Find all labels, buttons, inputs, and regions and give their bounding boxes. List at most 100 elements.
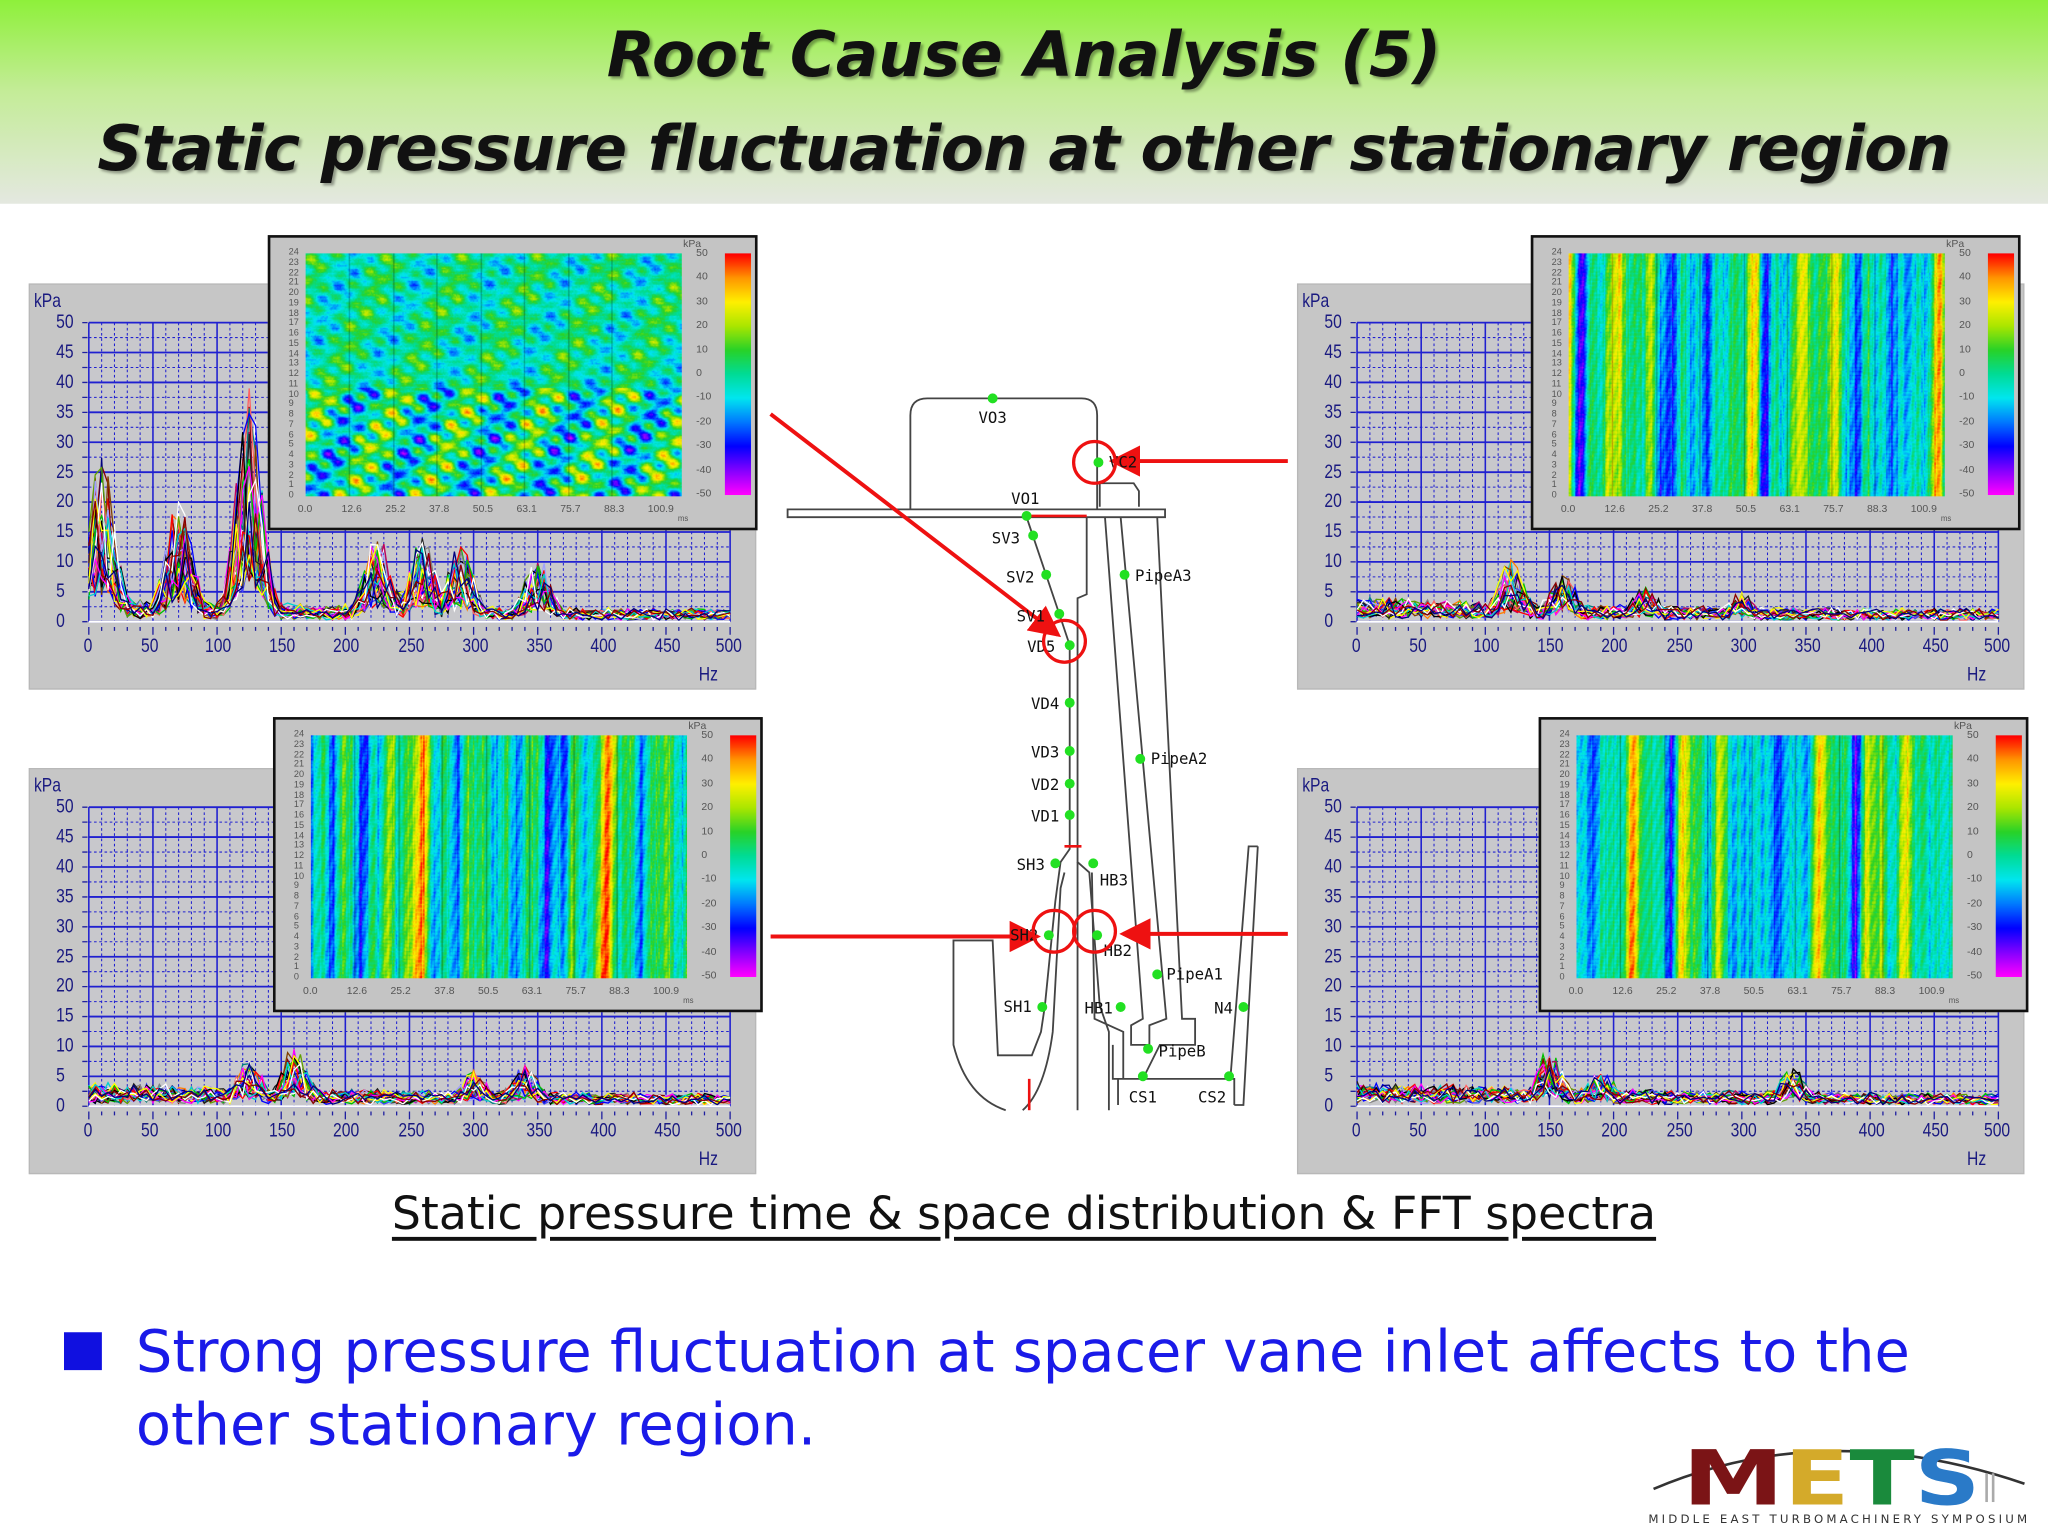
colorbar-tick-label: 40: [1959, 270, 1971, 283]
y-tick-label: 30: [56, 430, 74, 453]
heatmap-y-tick-label: 18: [1559, 790, 1570, 800]
y-tick-label: 5: [56, 580, 65, 603]
x-tick-label: 200: [1601, 634, 1628, 657]
measurement-point-pipea2: [1135, 753, 1146, 764]
x-axis-unit-label: Hz: [698, 1148, 718, 1171]
y-tick-label: 20: [56, 490, 74, 513]
y-axis-unit-label: kPa: [33, 289, 61, 313]
heatmap-y-tick-label: 7: [293, 902, 299, 912]
colorbar-tick-label: -10: [1959, 391, 1975, 403]
measurement-point-n4: [1238, 1002, 1249, 1012]
y-tick-label: 10: [56, 1034, 74, 1057]
heatmap-x-tick-label: 50.5: [472, 502, 494, 515]
colorbar-tick-label: -10: [696, 391, 712, 403]
heatmap-y-tick-label: 15: [1551, 339, 1562, 349]
svg-text:M: M: [1682, 1435, 1784, 1523]
y-tick-label: 25: [1324, 944, 1342, 968]
measurement-point-vd5: [1064, 640, 1075, 651]
heatmap-x-tick-label: 88.3: [1866, 502, 1888, 515]
y-tick-label: 40: [1324, 370, 1342, 393]
heatmap-y-tick-label: 6: [1559, 912, 1565, 922]
measurement-point-label: VD3: [1031, 743, 1059, 762]
y-axis-unit-label: kPa: [33, 774, 61, 797]
measurement-point-label: SH2: [1010, 925, 1038, 944]
x-tick-label: 400: [590, 1119, 617, 1142]
y-tick-label: 40: [56, 370, 74, 393]
heatmap-y-tick-label: 24: [293, 730, 305, 740]
heatmap-y-tick-label: 1: [293, 962, 299, 973]
heatmap-x-tick-label: 75.7: [1831, 984, 1852, 997]
colorbar-tick-label: 50: [701, 728, 714, 741]
heatmap-x-tick-label: 0.0: [297, 502, 313, 515]
colorbar-tick-label: 50: [696, 246, 708, 259]
heatmap-y-tick-label: 13: [293, 841, 305, 851]
colorbar-tick-label: -20: [1959, 415, 1975, 427]
heatmap-y-tick-label: 22: [288, 268, 299, 278]
pressure-heatmap: [310, 735, 688, 979]
heatmap-x-tick-label: 88.3: [1874, 984, 1896, 997]
y-tick-label: 35: [56, 400, 74, 423]
heatmap-y-tick-label: 19: [293, 780, 305, 790]
heatmap-y-tick-label: 6: [288, 430, 294, 440]
measurement-point-hb1: [1115, 1002, 1126, 1012]
measurement-point-sh2: [1043, 930, 1054, 941]
slide-subtitle: Static pressure fluctuation at other sta…: [97, 112, 1951, 186]
colorbar-tick-label: 30: [701, 776, 714, 789]
heatmap-x-tick-label: 88.3: [609, 984, 630, 997]
y-tick-label: 20: [1324, 974, 1342, 998]
heatmap-y-tick-label: 11: [1559, 861, 1570, 871]
heatmap-x-tick-label: 37.8: [1692, 502, 1713, 515]
measurement-point-hb3: [1088, 858, 1099, 869]
spectrum-series-line: [1357, 584, 1999, 621]
x-tick-label: 450: [1922, 634, 1949, 657]
heatmap-y-tick-label: 19: [1551, 298, 1562, 308]
measurement-point-label: VD2: [1031, 775, 1059, 794]
colorbar-tick-label: 40: [701, 752, 714, 765]
heatmap-y-tick-label: 1: [1551, 480, 1557, 491]
heatmap-x-tick-label: 12.6: [346, 984, 368, 997]
x-tick-label: 100: [1473, 1119, 1500, 1142]
heatmap-y-tick-label: 22: [1551, 268, 1562, 278]
heatmap-y-tick-label: 12: [1559, 851, 1570, 861]
y-tick-label: 30: [56, 915, 74, 938]
heatmap-y-tick-label: 2: [1559, 952, 1565, 962]
colorbar-unit-label: kPa: [1946, 237, 1965, 250]
pressure-heatmap: [305, 253, 682, 497]
x-tick-label: 0: [1351, 634, 1361, 657]
heatmap-y-tick-label: 16: [288, 329, 299, 339]
heatmap-y-tick-label: 21: [1551, 278, 1562, 288]
heatmap-y-tick-label: 18: [1551, 308, 1562, 319]
highlight-circle: [1041, 618, 1088, 664]
colorbar-tick-label: -30: [696, 439, 712, 451]
measurement-point-sh1: [1037, 1002, 1048, 1012]
heatmap-inset-bottom-right: kPa 50 40 30 20 10 0 -10 -20 -30 -40 -50 0 1 2 3 4 5 6 7 8 9 1…: [1538, 717, 2029, 1013]
heatmap-y-tick-label: 20: [288, 288, 299, 298]
heatmap-y-tick-label: 12: [1551, 369, 1562, 379]
x-tick-label: 50: [141, 1119, 159, 1142]
heatmap-y-tick-label: 17: [1559, 800, 1570, 811]
y-tick-label: 5: [1324, 580, 1334, 603]
diagram-outline: [1111, 1044, 1236, 1105]
colorbar-tick-label: -30: [701, 921, 717, 933]
colorbar-tick-label: -20: [696, 415, 712, 427]
y-tick-label: 20: [1324, 490, 1342, 513]
x-tick-label: 500: [715, 1119, 742, 1142]
heatmap-x-tick-label: 0.0: [1560, 502, 1576, 515]
measurement-point-vd2: [1064, 778, 1075, 789]
measurement-point-cs2: [1224, 1071, 1235, 1082]
heatmap-y-tick-label: 18: [293, 790, 305, 800]
colorbar-tick-label: -40: [701, 945, 717, 957]
heatmap-x-tick-label: 12.6: [341, 502, 362, 515]
heatmap-x-unit-label: ms: [1940, 515, 1952, 524]
colorbar-tick-label: -10: [701, 872, 717, 885]
measurement-point-sv1: [1054, 608, 1065, 619]
heatmap-inset-bottom-left: kPa 50 40 30 20 10 0 -10 -20 -30 -40 -50 0 1 2 3 4 5 6 7 8 9 1…: [272, 717, 763, 1013]
colorbar-tick-label: 10: [696, 342, 708, 355]
measurement-point-label: PipeA3: [1135, 566, 1192, 585]
x-tick-label: 150: [1537, 1119, 1564, 1142]
square-bullet-icon: [63, 1332, 102, 1371]
diagram-outline: [1104, 517, 1168, 1046]
diagram-outline: [1229, 845, 1259, 1106]
heatmap-y-tick-label: 23: [1551, 258, 1562, 268]
title-banner: Root Cause Analysis (5) Static pressure …: [0, 0, 2048, 204]
